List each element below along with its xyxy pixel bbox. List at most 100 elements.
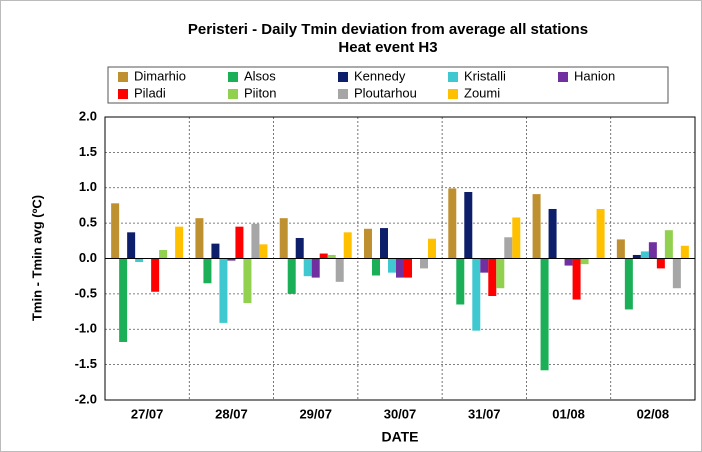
bar xyxy=(624,258,633,310)
chart-title: Peristeri - Daily Tmin deviation from av… xyxy=(188,21,588,38)
bar xyxy=(287,258,296,294)
bar xyxy=(159,250,168,259)
x-tick-label: 28/07 xyxy=(215,406,248,421)
bar xyxy=(532,194,541,259)
legend-label: Alsos xyxy=(244,68,276,83)
bar xyxy=(135,258,144,263)
legend-label: Piladi xyxy=(134,85,166,100)
x-axis-label: DATE xyxy=(381,429,418,445)
bar xyxy=(259,244,268,259)
y-tick-label: 1.0 xyxy=(79,179,97,194)
bar xyxy=(512,217,521,259)
y-tick-label: -1.5 xyxy=(75,356,97,371)
bar xyxy=(404,258,412,278)
x-tick-label: 31/07 xyxy=(468,406,501,421)
legend-label: Kennedy xyxy=(354,68,406,83)
bar xyxy=(175,226,184,259)
bar xyxy=(279,218,288,259)
bar xyxy=(596,208,605,259)
bar xyxy=(504,237,513,259)
bar xyxy=(119,258,128,342)
legend-box xyxy=(107,66,669,104)
bar xyxy=(235,226,244,259)
bar xyxy=(540,258,549,371)
bar xyxy=(127,232,136,259)
bar xyxy=(648,242,657,259)
legend-swatch xyxy=(228,89,238,99)
bar xyxy=(572,258,581,300)
bar xyxy=(111,203,120,259)
legend-label: Piiton xyxy=(244,85,277,100)
legend-label: Kristalli xyxy=(464,68,506,83)
bar xyxy=(456,258,465,305)
bar xyxy=(580,258,589,265)
bar xyxy=(151,258,160,292)
bar xyxy=(640,251,649,259)
legend-swatch xyxy=(448,72,458,82)
y-tick-label: 0.5 xyxy=(79,215,97,230)
bar xyxy=(327,254,336,259)
bar xyxy=(388,258,396,273)
x-tick-label: 02/08 xyxy=(637,406,670,421)
y-tick-label: -2.0 xyxy=(75,391,97,406)
y-tick-label: -0.5 xyxy=(75,285,97,300)
legend-swatch xyxy=(118,72,128,82)
bar xyxy=(295,237,304,259)
y-tick-label: -1.0 xyxy=(75,321,97,336)
x-tick-label: 30/07 xyxy=(384,406,417,421)
bar xyxy=(372,258,380,276)
bar xyxy=(195,218,204,259)
bar xyxy=(656,258,665,269)
legend-label: Hanion xyxy=(574,68,615,83)
legend-swatch xyxy=(228,72,238,82)
legend-swatch xyxy=(448,89,458,99)
legend-swatch xyxy=(558,72,568,82)
bar xyxy=(396,258,404,278)
bar xyxy=(488,258,497,296)
x-tick-label: 01/08 xyxy=(552,406,585,421)
bar xyxy=(219,258,228,323)
bar xyxy=(251,223,260,259)
legend-swatch xyxy=(338,89,348,99)
legend-label: Zoumi xyxy=(464,85,500,100)
bar xyxy=(227,258,236,261)
bar xyxy=(319,253,328,259)
bar xyxy=(311,258,320,278)
legend-label: Ploutarhou xyxy=(354,85,417,100)
bar xyxy=(335,258,344,282)
bar xyxy=(203,258,212,284)
bar xyxy=(616,239,625,259)
bar xyxy=(420,258,428,269)
legend-swatch xyxy=(338,72,348,82)
y-tick-label: 1.5 xyxy=(79,144,97,159)
y-axis-label: Tmin - Tmin avg (ºC) xyxy=(29,195,44,321)
x-tick-label: 27/07 xyxy=(131,406,164,421)
bar xyxy=(564,258,573,266)
bar xyxy=(448,188,457,259)
bar xyxy=(664,230,673,259)
bar xyxy=(480,258,489,273)
bar xyxy=(243,258,252,304)
legend-label: Dimarhio xyxy=(134,68,186,83)
bar xyxy=(364,228,372,259)
y-tick-label: 2.0 xyxy=(79,108,97,123)
bar xyxy=(303,258,312,277)
bar xyxy=(672,258,681,289)
plot-frame xyxy=(104,116,696,401)
bar xyxy=(548,208,557,259)
bar xyxy=(380,228,388,259)
bar xyxy=(343,232,352,259)
bar xyxy=(632,254,641,259)
y-tick-label: 0.0 xyxy=(79,250,97,265)
bar xyxy=(680,245,689,259)
bar xyxy=(464,191,473,259)
x-tick-label: 29/07 xyxy=(299,406,332,421)
chart-subtitle: Heat event H3 xyxy=(338,39,437,56)
bar xyxy=(428,238,436,259)
bar xyxy=(472,258,481,331)
bar xyxy=(496,258,505,289)
bar xyxy=(211,243,220,259)
legend-swatch xyxy=(118,89,128,99)
